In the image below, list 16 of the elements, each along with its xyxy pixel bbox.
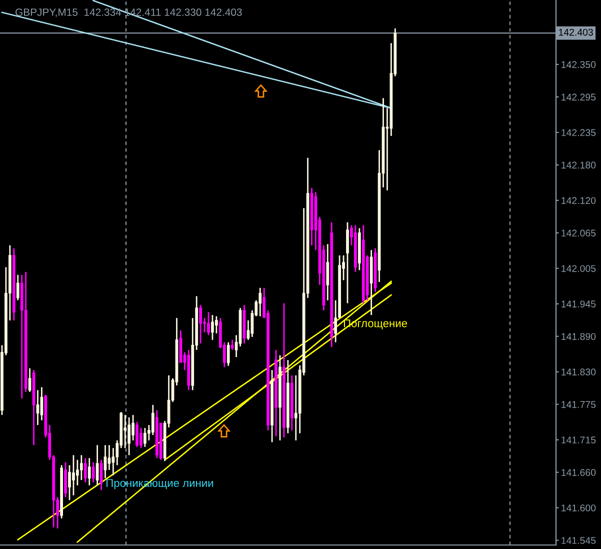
- y-tick-label: 142.350: [562, 61, 596, 68]
- y-tick-label: 141.715: [562, 436, 596, 444]
- y-tick-label: 142.120: [562, 197, 596, 204]
- y-tick-label: 141.660: [562, 469, 596, 476]
- ref-line-label: 142.403: [558, 28, 593, 36]
- y-tick-label: 142.295: [562, 94, 596, 101]
- y-tick-label: 142.065: [562, 230, 596, 237]
- y-tick-label: 141.945: [562, 300, 596, 308]
- y-tick-label: 141.830: [562, 368, 596, 376]
- y-tick-label: 141.545: [562, 537, 596, 544]
- y-tick-label: 142.180: [562, 162, 596, 169]
- y-tick-label: 141.600: [562, 504, 596, 512]
- y-tick-label: 141.775: [562, 401, 596, 408]
- y-tick-label: 142.005: [562, 265, 596, 272]
- y-tick-label: 142.235: [562, 129, 596, 136]
- y-tick-label: 141.890: [562, 333, 596, 340]
